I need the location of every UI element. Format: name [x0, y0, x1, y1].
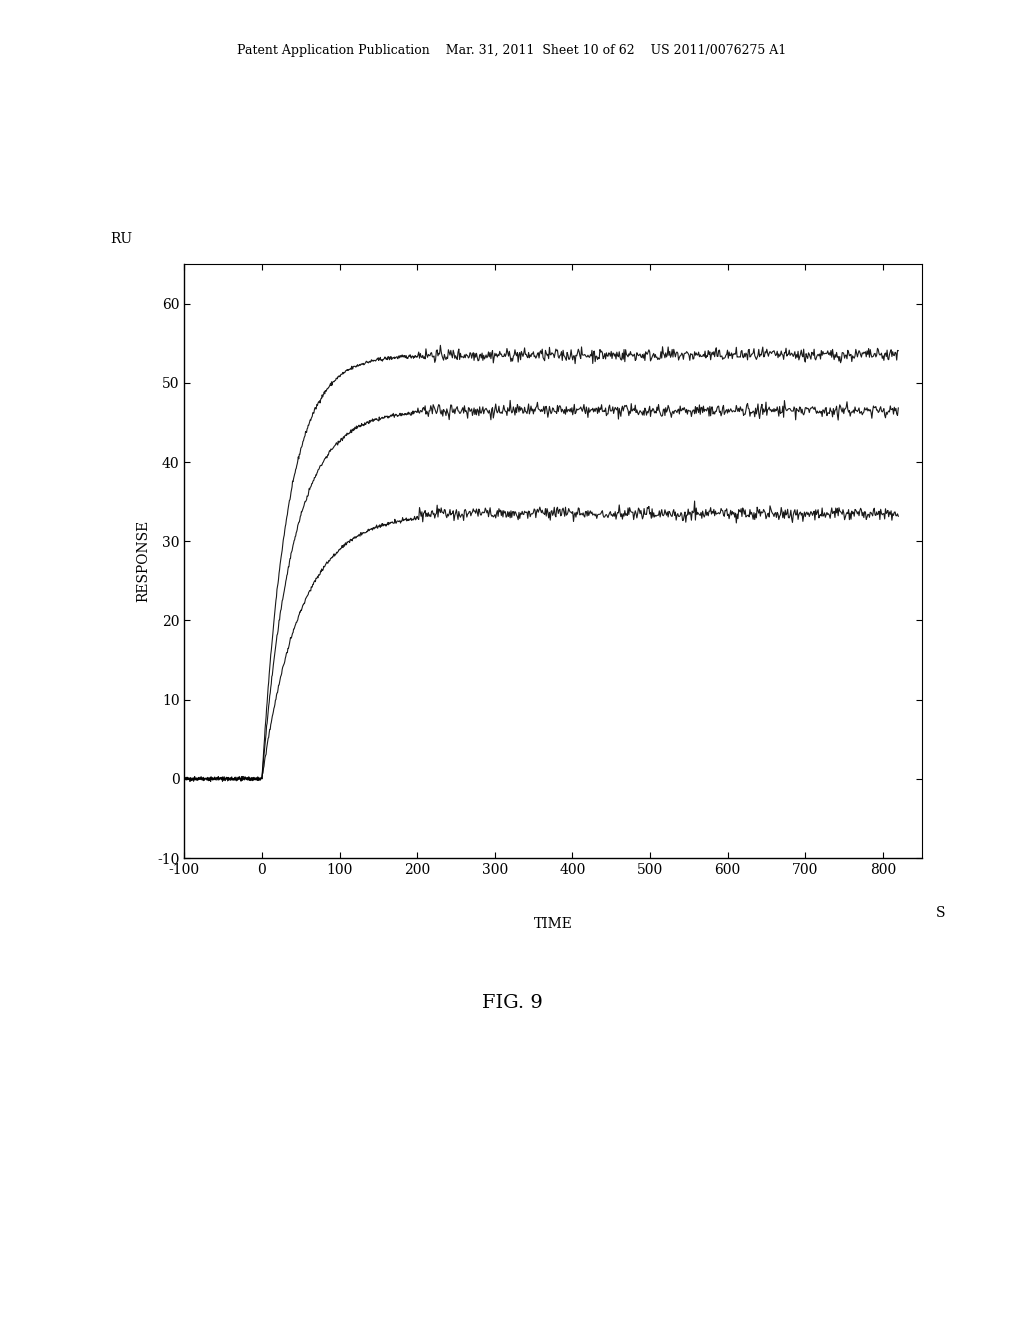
Text: S: S [936, 906, 946, 920]
Y-axis label: RESPONSE: RESPONSE [136, 520, 151, 602]
Text: FIG. 9: FIG. 9 [481, 994, 543, 1012]
Text: TIME: TIME [534, 917, 572, 932]
Text: RU: RU [111, 232, 133, 246]
Text: Patent Application Publication    Mar. 31, 2011  Sheet 10 of 62    US 2011/00762: Patent Application Publication Mar. 31, … [238, 44, 786, 57]
